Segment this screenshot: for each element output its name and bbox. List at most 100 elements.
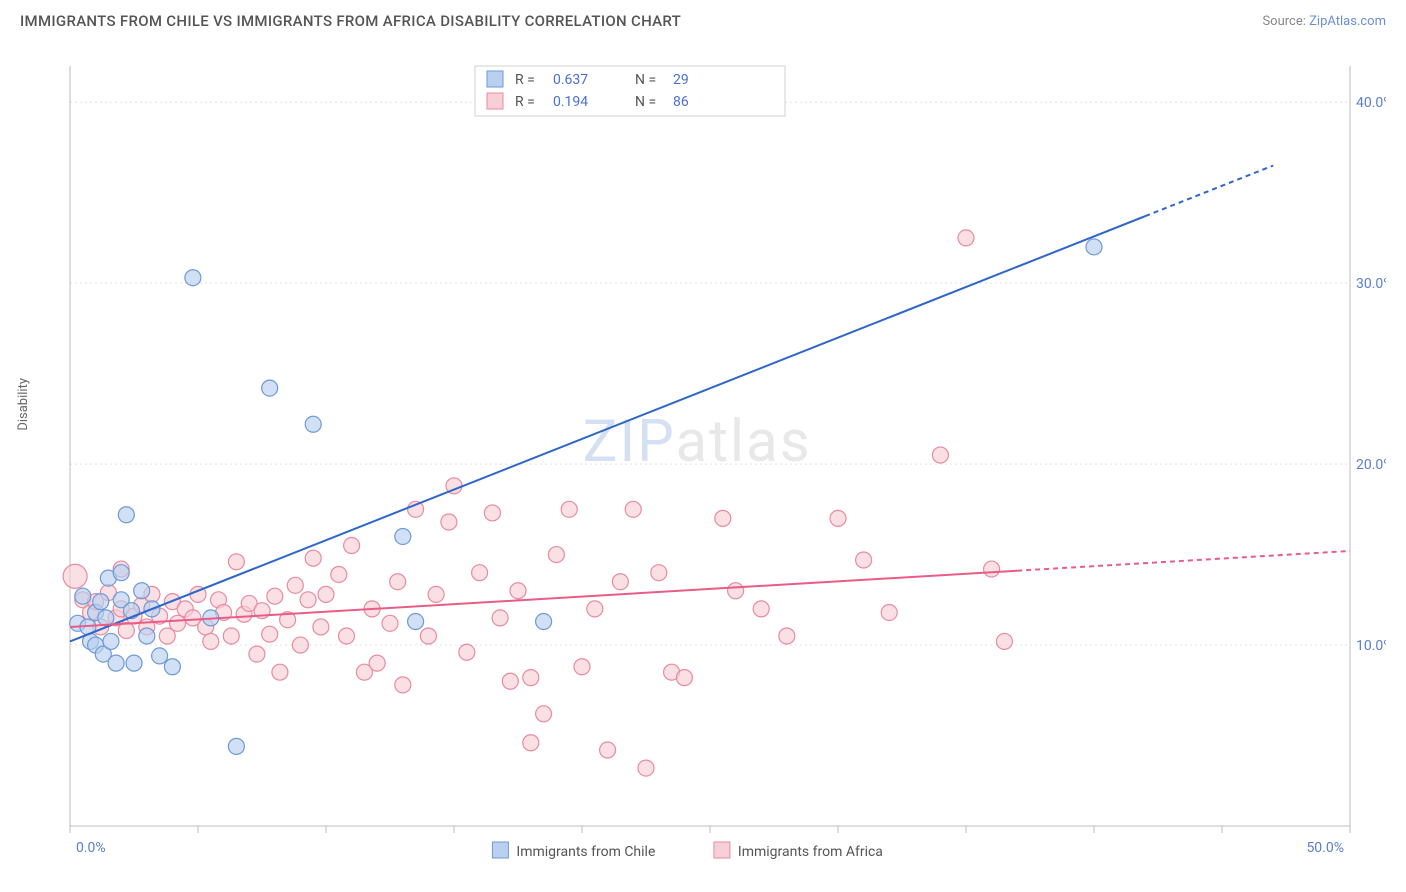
data-point	[459, 644, 475, 660]
data-point	[262, 380, 278, 396]
data-point	[484, 505, 500, 521]
legend-swatch	[487, 93, 503, 109]
data-point	[300, 592, 316, 608]
data-point	[75, 588, 91, 604]
svg-text:0.637: 0.637	[553, 72, 588, 88]
data-point	[881, 604, 897, 620]
regression-line-extrapolated	[1017, 551, 1350, 571]
data-point	[523, 735, 539, 751]
svg-text:R =: R =	[515, 94, 535, 110]
data-point	[390, 574, 406, 590]
data-point	[118, 623, 134, 639]
regression-line-extrapolated	[1145, 166, 1273, 217]
data-point	[331, 566, 347, 582]
data-point	[313, 619, 329, 635]
data-point	[408, 614, 424, 630]
data-point	[292, 637, 308, 653]
data-point	[395, 528, 411, 544]
data-point	[369, 655, 385, 671]
data-point	[318, 586, 334, 602]
data-point	[113, 565, 129, 581]
data-point	[139, 628, 155, 644]
data-point	[715, 510, 731, 526]
chart-title: IMMIGRANTS FROM CHILE VS IMMIGRANTS FROM…	[20, 12, 681, 30]
data-point	[228, 738, 244, 754]
data-point	[676, 670, 692, 686]
data-point	[651, 565, 667, 581]
data-point	[492, 610, 508, 626]
svg-text:0.194: 0.194	[553, 94, 588, 110]
data-point	[856, 552, 872, 568]
source-label: Source:	[1262, 14, 1305, 29]
data-point	[267, 588, 283, 604]
data-point	[63, 564, 87, 588]
data-point	[600, 742, 616, 758]
svg-text:86: 86	[673, 94, 689, 110]
data-point	[502, 673, 518, 689]
data-point	[536, 614, 552, 630]
data-point	[338, 628, 354, 644]
data-point	[305, 416, 321, 432]
data-point	[625, 501, 641, 517]
data-point	[164, 659, 180, 675]
data-point	[262, 626, 278, 642]
data-point	[441, 514, 457, 530]
svg-text:N =: N =	[635, 72, 656, 88]
data-point	[548, 547, 564, 563]
data-point	[984, 561, 1000, 577]
svg-text:29: 29	[673, 72, 689, 88]
data-point	[118, 507, 134, 523]
data-point	[126, 655, 142, 671]
data-point	[523, 670, 539, 686]
svg-text:50.0%: 50.0%	[1306, 840, 1344, 856]
data-point	[728, 583, 744, 599]
data-point	[249, 646, 265, 662]
legend-swatch	[487, 71, 503, 87]
data-point	[932, 447, 948, 463]
data-point	[228, 554, 244, 570]
data-point	[108, 655, 124, 671]
data-point	[152, 648, 168, 664]
data-point	[134, 583, 150, 599]
svg-text:N =: N =	[635, 94, 656, 110]
data-point	[779, 628, 795, 644]
data-point	[830, 510, 846, 526]
legend-label: Immigrants from Chile	[516, 844, 655, 860]
svg-text:40.0%: 40.0%	[1356, 95, 1386, 111]
data-point	[428, 586, 444, 602]
legend-label: Immigrants from Africa	[738, 844, 883, 860]
data-point	[561, 501, 577, 517]
data-point	[305, 550, 321, 566]
data-point	[395, 677, 411, 693]
data-point	[185, 270, 201, 286]
y-axis-label: Disability	[16, 378, 31, 431]
data-point	[574, 659, 590, 675]
svg-text:0.0%: 0.0%	[76, 840, 106, 856]
data-point	[103, 633, 119, 649]
legend-swatch	[492, 842, 508, 858]
regression-line	[70, 216, 1145, 641]
svg-text:10.0%: 10.0%	[1356, 638, 1386, 654]
data-point	[382, 615, 398, 631]
data-point	[753, 601, 769, 617]
svg-text:20.0%: 20.0%	[1356, 457, 1386, 473]
data-point	[638, 760, 654, 776]
svg-text:R =: R =	[515, 72, 535, 88]
data-point	[587, 601, 603, 617]
data-point	[287, 577, 303, 593]
data-point	[996, 633, 1012, 649]
data-point	[472, 565, 488, 581]
data-point	[536, 706, 552, 722]
data-point	[344, 538, 360, 554]
data-point	[93, 594, 109, 610]
source-link[interactable]: ZipAtlas.com	[1309, 14, 1386, 29]
source-attribution: Source: ZipAtlas.com	[1262, 14, 1386, 29]
data-point	[510, 583, 526, 599]
svg-text:ZIPatlas: ZIPatlas	[583, 408, 812, 476]
data-point	[612, 574, 628, 590]
data-point	[958, 230, 974, 246]
legend-swatch	[714, 842, 730, 858]
data-point	[272, 664, 288, 680]
data-point	[1086, 239, 1102, 255]
correlation-chart: ZIPatlas0.0%50.0%10.0%20.0%30.0%40.0%R =…	[20, 42, 1386, 872]
